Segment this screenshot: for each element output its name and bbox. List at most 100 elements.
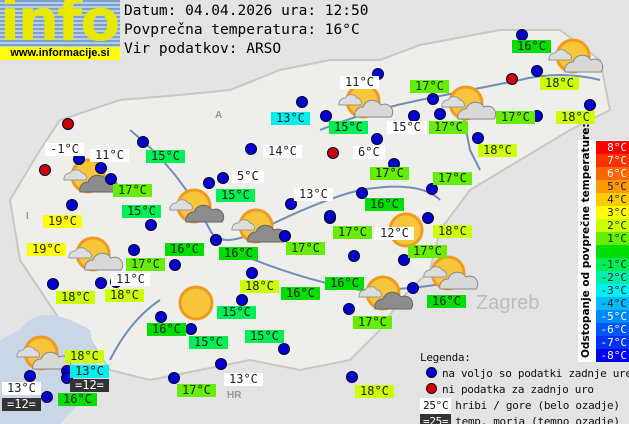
- station-temperature-label[interactable]: -1°C: [45, 143, 84, 156]
- station-temperature-label[interactable]: 13°C: [271, 112, 310, 125]
- station-temperature-label[interactable]: 13°C: [2, 382, 41, 395]
- station-missing-dot[interactable]: [62, 118, 74, 130]
- station-temperature-label[interactable]: 18°C: [540, 77, 579, 90]
- station-temperature-label[interactable]: 17°C: [333, 226, 372, 239]
- station-missing-dot[interactable]: [506, 73, 518, 85]
- station-temperature-label[interactable]: 18°C: [556, 111, 595, 124]
- station-temperature-label[interactable]: 5°C: [232, 170, 264, 183]
- station-dot[interactable]: [145, 219, 157, 231]
- station-dot[interactable]: [95, 162, 107, 174]
- station-dot[interactable]: [434, 108, 446, 120]
- station-dot[interactable]: [285, 198, 297, 210]
- station-dot[interactable]: [296, 96, 308, 108]
- station-temperature-label[interactable]: 17°C: [370, 167, 409, 180]
- station-temperature-label[interactable]: 17°C: [353, 316, 392, 329]
- station-temperature-label[interactable]: 15°C: [245, 330, 284, 343]
- station-dot[interactable]: [155, 311, 167, 323]
- station-temperature-label[interactable]: 17°C: [113, 184, 152, 197]
- site-url-link[interactable]: www.informacije.si: [0, 47, 120, 60]
- station-dot[interactable]: [398, 254, 410, 266]
- station-dot[interactable]: [105, 173, 117, 185]
- station-temperature-label[interactable]: 13°C: [224, 373, 263, 386]
- station-dot[interactable]: [278, 343, 290, 355]
- station-dot[interactable]: [426, 183, 438, 195]
- station-temperature-label[interactable]: 17°C: [126, 258, 165, 271]
- station-temperature-label[interactable]: 18°C: [478, 144, 517, 157]
- station-temperature-label[interactable]: 16°C: [58, 393, 97, 406]
- station-dot[interactable]: [343, 303, 355, 315]
- station-temperature-label[interactable]: 18°C: [355, 385, 394, 398]
- station-temperature-label[interactable]: 16°C: [512, 40, 551, 53]
- station-temperature-label[interactable]: 17°C: [286, 242, 325, 255]
- station-dot[interactable]: [47, 278, 59, 290]
- logo[interactable]: info: [0, 0, 120, 47]
- station-temperature-label[interactable]: 15°C: [387, 121, 426, 134]
- station-temperature-label[interactable]: 11°C: [90, 149, 129, 162]
- station-temperature-label[interactable]: 15°C: [122, 205, 161, 218]
- station-temperature-label[interactable]: 17°C: [410, 80, 449, 93]
- station-dot[interactable]: [407, 282, 419, 294]
- station-temperature-label[interactable]: 12°C: [375, 227, 414, 240]
- station-dot[interactable]: [66, 199, 78, 211]
- station-temperature-label[interactable]: 11°C: [111, 273, 150, 286]
- station-temperature-label[interactable]: =12=: [70, 379, 109, 392]
- station-temperature-label[interactable]: 18°C: [105, 289, 144, 302]
- station-dot[interactable]: [584, 99, 596, 111]
- station-temperature-label[interactable]: 16°C: [147, 323, 186, 336]
- station-dot[interactable]: [371, 133, 383, 145]
- station-temperature-label[interactable]: 15°C: [146, 150, 185, 163]
- station-temperature-label[interactable]: 18°C: [240, 280, 279, 293]
- station-dot[interactable]: [422, 212, 434, 224]
- station-temperature-label[interactable]: 14°C: [263, 145, 302, 158]
- station-temperature-label[interactable]: 13°C: [70, 365, 109, 378]
- station-temperature-label[interactable]: 19°C: [27, 243, 66, 256]
- station-temperature-label[interactable]: 16°C: [365, 198, 404, 211]
- station-dot[interactable]: [217, 172, 229, 184]
- station-temperature-label[interactable]: 18°C: [56, 291, 95, 304]
- station-dot[interactable]: [427, 93, 439, 105]
- station-temperature-label[interactable]: 6°C: [353, 146, 385, 159]
- station-temperature-label[interactable]: 17°C: [496, 111, 535, 124]
- station-temperature-label[interactable]: 15°C: [329, 121, 368, 134]
- station-temperature-label[interactable]: 15°C: [216, 189, 255, 202]
- station-dot[interactable]: [24, 370, 36, 382]
- station-dot[interactable]: [215, 358, 227, 370]
- station-dot[interactable]: [531, 65, 543, 77]
- station-temperature-label[interactable]: 11°C: [340, 76, 379, 89]
- station-temperature-label[interactable]: 17°C: [177, 384, 216, 397]
- station-dot[interactable]: [236, 294, 248, 306]
- station-dot[interactable]: [95, 277, 107, 289]
- station-temperature-label[interactable]: 16°C: [165, 243, 204, 256]
- station-missing-dot[interactable]: [327, 147, 339, 159]
- station-temperature-label[interactable]: 18°C: [65, 350, 104, 363]
- station-temperature-label[interactable]: 17°C: [408, 245, 447, 258]
- station-temperature-label[interactable]: =12=: [2, 398, 41, 411]
- station-dot[interactable]: [245, 143, 257, 155]
- station-dot[interactable]: [41, 391, 53, 403]
- station-dot[interactable]: [320, 110, 332, 122]
- station-dot[interactable]: [246, 267, 258, 279]
- station-dot[interactable]: [472, 132, 484, 144]
- station-dot[interactable]: [128, 244, 140, 256]
- station-dot[interactable]: [356, 187, 368, 199]
- station-temperature-label[interactable]: 17°C: [433, 172, 472, 185]
- station-dot[interactable]: [279, 230, 291, 242]
- station-dot[interactable]: [346, 371, 358, 383]
- station-temperature-label[interactable]: 16°C: [427, 295, 466, 308]
- station-missing-dot[interactable]: [39, 164, 51, 176]
- station-temperature-label[interactable]: 15°C: [217, 306, 256, 319]
- station-temperature-label[interactable]: 16°C: [281, 287, 320, 300]
- station-dot[interactable]: [169, 259, 181, 271]
- station-temperature-label[interactable]: 15°C: [189, 336, 228, 349]
- station-dot[interactable]: [324, 210, 336, 222]
- station-temperature-label[interactable]: 16°C: [325, 277, 364, 290]
- station-temperature-label[interactable]: 19°C: [43, 215, 82, 228]
- station-dot[interactable]: [348, 250, 360, 262]
- station-dot[interactable]: [210, 234, 222, 246]
- station-temperature-label[interactable]: 13°C: [294, 188, 333, 201]
- station-temperature-label[interactable]: 18°C: [433, 225, 472, 238]
- station-dot[interactable]: [203, 177, 215, 189]
- station-temperature-label[interactable]: 16°C: [219, 247, 258, 260]
- station-dot[interactable]: [137, 136, 149, 148]
- station-dot[interactable]: [168, 372, 180, 384]
